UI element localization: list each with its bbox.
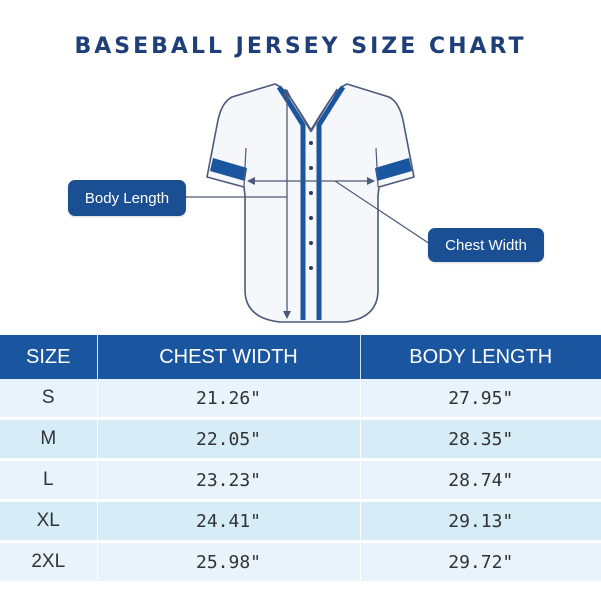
chest-cell: 21.26" xyxy=(97,379,361,420)
jersey-outline xyxy=(206,83,415,323)
chest-width-label: Chest Width xyxy=(428,228,544,262)
chest-cell: 24.41" xyxy=(97,500,361,543)
chart-title: BASEBALL JERSEY SIZE CHART xyxy=(74,34,527,59)
size-table: SIZE CHEST WIDTH BODY LENGTH S 21.26" 27… xyxy=(0,335,601,584)
jersey-buttons xyxy=(309,141,313,270)
body-length-label: Body Length xyxy=(68,180,186,216)
table-row: L 23.23" 28.74" xyxy=(0,459,601,502)
header-chest-width: CHEST WIDTH xyxy=(97,335,361,379)
length-cell: 29.13" xyxy=(360,500,601,543)
length-cell: 28.74" xyxy=(360,459,601,502)
header-body-length: BODY LENGTH xyxy=(360,335,601,379)
jersey-diagram xyxy=(186,83,431,323)
size-cell: 2XL xyxy=(0,541,98,584)
size-cell: XL xyxy=(0,500,98,543)
table-row: M 22.05" 28.35" xyxy=(0,418,601,461)
table-header-row: SIZE CHEST WIDTH BODY LENGTH xyxy=(0,335,601,379)
table-row: XL 24.41" 29.13" xyxy=(0,500,601,543)
size-cell: S xyxy=(0,379,98,420)
length-cell: 27.95" xyxy=(360,379,601,420)
chest-width-leader xyxy=(334,180,431,245)
table-row: S 21.26" 27.95" xyxy=(0,379,601,420)
size-cell: M xyxy=(0,418,98,461)
chest-cell: 23.23" xyxy=(97,459,361,502)
length-cell: 29.72" xyxy=(360,541,601,584)
table-row: 2XL 25.98" 29.72" xyxy=(0,541,601,584)
header-size: SIZE xyxy=(0,335,98,379)
size-cell: L xyxy=(0,459,98,502)
length-cell: 28.35" xyxy=(360,418,601,461)
chest-cell: 22.05" xyxy=(97,418,361,461)
chest-cell: 25.98" xyxy=(97,541,361,584)
